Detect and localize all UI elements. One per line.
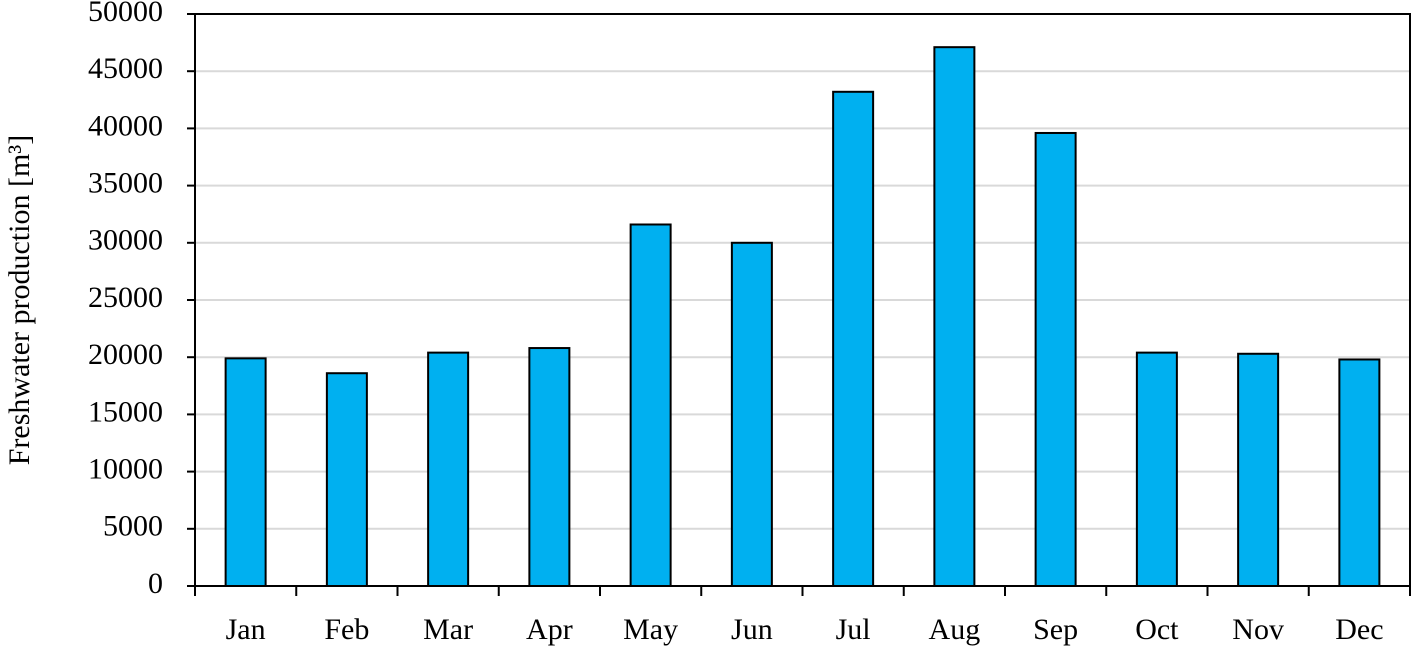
y-tick-label: 0 [148, 567, 163, 600]
bar [730, 241, 773, 588]
bar [1034, 131, 1077, 587]
x-tick-label: Nov [1232, 613, 1284, 646]
x-tick-label: May [623, 613, 678, 646]
bar [1338, 358, 1381, 587]
x-tick-label: Mar [423, 613, 473, 646]
bar [933, 46, 976, 587]
y-tick-label: 25000 [88, 281, 163, 314]
bar [528, 347, 571, 587]
x-tick-label: Aug [929, 613, 981, 646]
x-tick-label: Jul [836, 613, 871, 646]
y-tick-label: 50000 [88, 0, 163, 28]
y-tick-label: 35000 [88, 166, 163, 199]
y-tick-label: 10000 [88, 452, 163, 485]
y-tick-label: 40000 [88, 109, 163, 142]
bar [832, 90, 875, 588]
bar [629, 223, 672, 587]
x-tick-label: Sep [1033, 613, 1078, 646]
x-tick-label: Jun [731, 613, 773, 646]
y-tick-label: 5000 [103, 510, 163, 543]
x-tick-label: Dec [1335, 613, 1383, 646]
y-tick-label: 15000 [88, 395, 163, 428]
x-tick-label: Feb [324, 613, 369, 646]
bar [224, 357, 267, 587]
y-tick-label: 45000 [88, 52, 163, 85]
x-tick-label: Jan [226, 613, 266, 646]
y-axis-label: Freshwater production [m³] [3, 135, 36, 466]
x-tick-label: Oct [1135, 613, 1179, 646]
x-tick-label: Apr [526, 613, 573, 646]
bar [1237, 352, 1280, 587]
bar [325, 372, 368, 587]
y-tick-label: 20000 [88, 338, 163, 371]
bar [1135, 351, 1178, 587]
bar [427, 351, 470, 587]
y-tick-label: 30000 [88, 224, 163, 257]
